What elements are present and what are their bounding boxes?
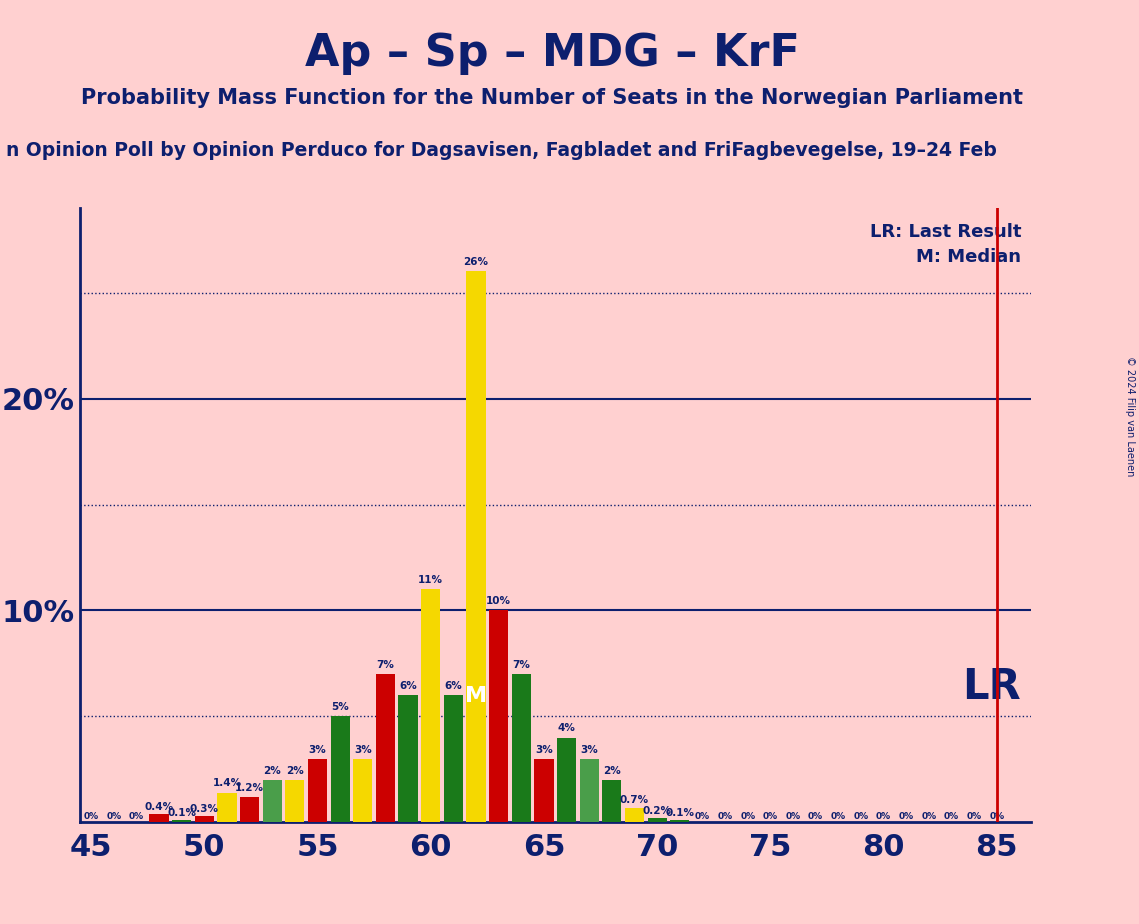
Text: 3%: 3% xyxy=(354,745,371,755)
Text: 0.7%: 0.7% xyxy=(620,796,649,806)
Text: 0%: 0% xyxy=(763,811,778,821)
Bar xyxy=(263,780,281,822)
Text: M: Median: M: Median xyxy=(916,248,1022,266)
Bar xyxy=(149,814,169,822)
Bar xyxy=(376,674,395,822)
Bar xyxy=(466,272,485,822)
Text: 0.2%: 0.2% xyxy=(642,806,672,816)
Bar xyxy=(240,796,260,822)
Text: 0.3%: 0.3% xyxy=(190,804,219,814)
Bar xyxy=(353,759,372,822)
Bar xyxy=(172,821,191,822)
Bar xyxy=(625,808,645,822)
Text: 0%: 0% xyxy=(808,811,823,821)
Bar xyxy=(285,780,304,822)
Text: Probability Mass Function for the Number of Seats in the Norwegian Parliament: Probability Mass Function for the Number… xyxy=(81,88,1024,108)
Bar xyxy=(534,759,554,822)
Bar xyxy=(603,780,622,822)
Text: 11%: 11% xyxy=(418,575,443,585)
Text: 0.1%: 0.1% xyxy=(167,808,196,818)
Text: 0.4%: 0.4% xyxy=(145,802,173,812)
Text: Ap – Sp – MDG – KrF: Ap – Sp – MDG – KrF xyxy=(305,32,800,76)
Text: 0%: 0% xyxy=(876,811,891,821)
Text: 0%: 0% xyxy=(921,811,936,821)
Text: 0%: 0% xyxy=(718,811,732,821)
Bar xyxy=(511,674,531,822)
Text: 6%: 6% xyxy=(444,681,462,691)
Text: 0%: 0% xyxy=(83,811,99,821)
Bar xyxy=(399,695,418,822)
Text: 0%: 0% xyxy=(106,811,121,821)
Text: 2%: 2% xyxy=(603,766,621,776)
Text: 5%: 5% xyxy=(331,702,349,712)
Bar xyxy=(580,759,599,822)
Text: 7%: 7% xyxy=(513,660,531,670)
Bar xyxy=(489,611,508,822)
Text: 0%: 0% xyxy=(853,811,869,821)
Text: n Opinion Poll by Opinion Perduco for Dagsavisen, Fagbladet and FriFagbevegelse,: n Opinion Poll by Opinion Perduco for Da… xyxy=(6,141,997,161)
Bar xyxy=(421,590,441,822)
Text: 3%: 3% xyxy=(535,745,552,755)
Text: © 2024 Filip van Laenen: © 2024 Filip van Laenen xyxy=(1125,356,1134,476)
Text: 2%: 2% xyxy=(263,766,281,776)
Bar xyxy=(670,821,689,822)
Bar xyxy=(330,716,350,822)
Bar xyxy=(195,816,214,822)
Text: 0%: 0% xyxy=(830,811,846,821)
Text: 0%: 0% xyxy=(129,811,144,821)
Text: 1.2%: 1.2% xyxy=(235,783,264,793)
Bar xyxy=(557,737,576,822)
Bar xyxy=(648,818,666,822)
Text: 3%: 3% xyxy=(581,745,598,755)
Bar xyxy=(218,793,237,822)
Text: 7%: 7% xyxy=(377,660,394,670)
Text: LR: LR xyxy=(962,666,1022,708)
Text: 26%: 26% xyxy=(464,257,489,267)
Bar xyxy=(308,759,327,822)
Text: 0%: 0% xyxy=(740,811,755,821)
Text: 4%: 4% xyxy=(558,723,575,734)
Text: 6%: 6% xyxy=(399,681,417,691)
Text: M: M xyxy=(465,686,487,706)
Bar xyxy=(444,695,462,822)
Text: 0%: 0% xyxy=(899,811,913,821)
Text: 0%: 0% xyxy=(786,811,801,821)
Text: 0%: 0% xyxy=(990,811,1005,821)
Text: LR: Last Result: LR: Last Result xyxy=(870,224,1022,241)
Text: 2%: 2% xyxy=(286,766,304,776)
Text: 10%: 10% xyxy=(486,596,511,606)
Text: 3%: 3% xyxy=(309,745,327,755)
Text: 1.4%: 1.4% xyxy=(212,778,241,788)
Text: 0%: 0% xyxy=(695,811,710,821)
Text: 0.1%: 0.1% xyxy=(665,808,695,818)
Text: 0%: 0% xyxy=(944,811,959,821)
Text: 0%: 0% xyxy=(967,811,982,821)
